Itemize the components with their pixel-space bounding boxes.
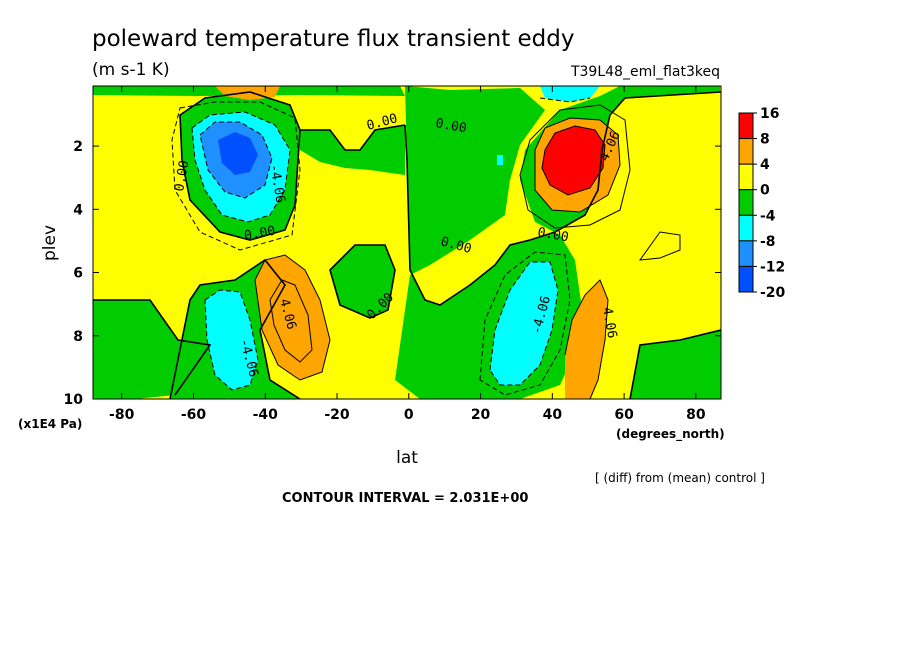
chart-title: poleward temperature flux transient eddy [92, 26, 574, 52]
contour-interval: CONTOUR INTERVAL = 2.031E+00 [282, 491, 528, 506]
contour-label: 0.00 [434, 116, 467, 136]
x-tick-label: 80 [686, 407, 706, 423]
run-label: T39L48_eml_flat3keq [570, 64, 720, 80]
contour-pos-e [519, 104, 631, 229]
x-tick-label: -20 [324, 407, 350, 423]
region-cyan-lower-left [205, 290, 258, 390]
region-red-core [542, 126, 605, 195]
contour-label: 4.06 [599, 306, 619, 339]
x-tick-label: 40 [543, 407, 563, 423]
contour-neg-d [489, 261, 559, 386]
y-axis-units: (x1E4 Pa) [18, 417, 82, 431]
x-tick-label: 60 [614, 407, 634, 423]
contour-zero-f [93, 299, 212, 396]
contour-label: 0.00 [243, 224, 276, 244]
contour-label: -4.06 [266, 163, 288, 204]
contour-neg-c [204, 289, 259, 391]
x-tick-label: 0 [404, 407, 414, 423]
contour-pos-b [254, 254, 331, 381]
colorbar-label: -20 [760, 285, 786, 301]
colorbar-label: 8 [760, 132, 770, 148]
contour-pos-a [534, 117, 621, 213]
colorbar-swatch [738, 163, 754, 191]
colorbar-swatch [738, 189, 754, 216]
contour-label: 0.00 [536, 225, 569, 245]
x-tick-label: 20 [471, 407, 491, 423]
difference-note: [ (diff) from (mean) control ] [595, 471, 765, 485]
plot-frame [92, 85, 722, 400]
contour-neg-a [191, 111, 291, 223]
contour-zero-c [404, 91, 721, 306]
x-tick-label: -60 [181, 407, 207, 423]
plot-area: -4.06 -4.06 -4.06 4.06 4.06 4.06 0.00 0.… [93, 86, 721, 399]
colorbar-label: 4 [760, 157, 770, 173]
contour-neg-b [199, 121, 273, 199]
contour-neg-e [171, 101, 301, 251]
y-tick-label: 10 [64, 392, 84, 408]
contour-pos-d [541, 125, 606, 196]
x-axis: -80 -60 -40 -20 0 20 40 60 80 [109, 86, 706, 423]
colorbar: 16 8 4 0 -4 -8 -12 -20 [738, 106, 786, 301]
contour-neg-g [539, 97, 591, 103]
colorbar-label: -4 [760, 208, 776, 224]
x-tick-label: -40 [253, 407, 279, 423]
colorbar-swatch [738, 240, 754, 267]
colorbar-swatch [738, 214, 754, 242]
y-tick-label: 4 [73, 202, 83, 218]
contour-pos-g [638, 231, 681, 261]
colorbar-swatch [738, 265, 754, 293]
y-axis: 2 4 6 8 10 [64, 139, 721, 408]
contour-zero-a [179, 91, 301, 241]
colorbar-label: 16 [760, 106, 779, 122]
region-neg-right-bottom [630, 330, 721, 399]
y-tick-label: 6 [73, 266, 83, 282]
contour-neg-f [479, 251, 571, 396]
colorbar-label: 0 [760, 183, 770, 199]
region-cyan-blip [497, 155, 503, 165]
contour-pos-f [269, 279, 313, 363]
colorbar-swatch [738, 138, 754, 165]
x-axis-label: lat [396, 448, 418, 468]
contour-label: 0.00 [172, 159, 192, 192]
y-axis-label: plev [40, 225, 60, 261]
contour-pos-c [564, 279, 609, 399]
region-cyan-top-right [540, 86, 600, 102]
colorbar-label: -8 [760, 234, 776, 250]
colorbar-swatch [738, 112, 754, 140]
x-tick-label: -80 [109, 407, 135, 423]
chart-units: (m s-1 K) [92, 60, 170, 80]
region-orange-lower-left [255, 255, 330, 380]
x-axis-units: (degrees_north) [616, 427, 725, 442]
region-neg-center [395, 86, 720, 399]
region-blue-deep [218, 132, 258, 175]
y-tick-label: 2 [73, 139, 83, 155]
y-tick-label: 8 [73, 329, 83, 345]
contour-zero-b [329, 244, 396, 319]
region-cyan-lower-mid [490, 262, 558, 385]
contour-zero-d [300, 124, 406, 151]
colorbar-label: -12 [760, 259, 785, 275]
region-orange-lower-right [565, 280, 608, 399]
contour-zero-g [629, 329, 721, 399]
region-neg-center-left [330, 245, 395, 318]
